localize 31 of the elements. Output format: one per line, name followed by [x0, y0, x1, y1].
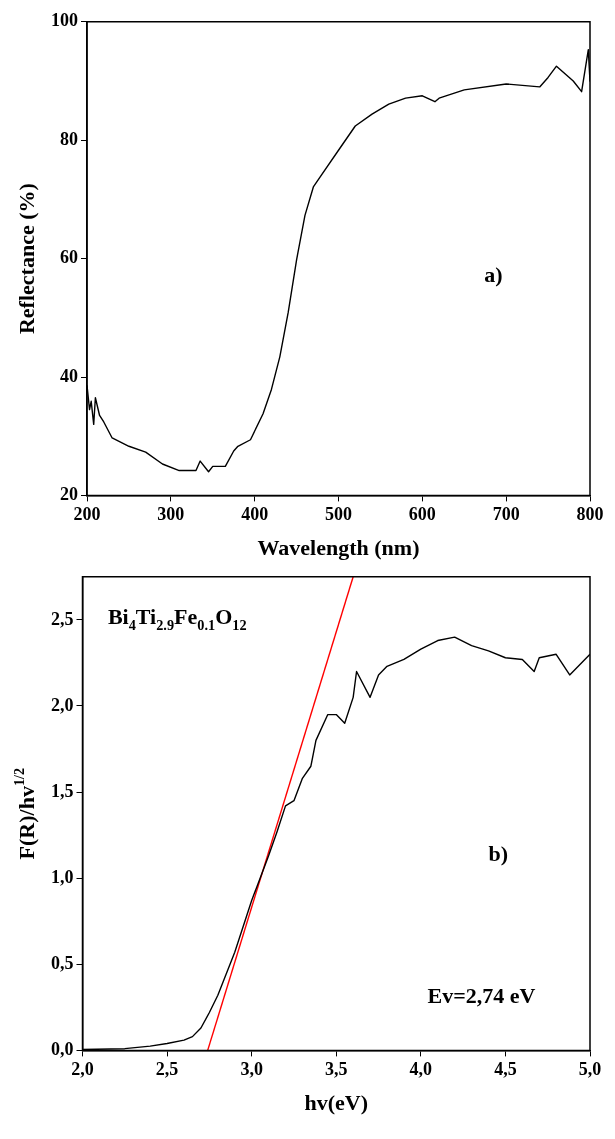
- y-axis-title: Reflectance (%): [14, 183, 39, 335]
- x-tick-label: 200: [73, 503, 101, 524]
- y-tick-label: 1,5: [51, 780, 74, 801]
- x-tick-label: 600: [408, 503, 436, 524]
- y-tick-label: 0,5: [51, 952, 74, 973]
- y-axis-title: F(R)/hv1/2: [11, 767, 39, 860]
- y-tick-label: 100: [51, 10, 78, 31]
- y-tick-label: 0,0: [51, 1039, 74, 1060]
- y-tick-label: 40: [60, 365, 78, 386]
- annotation: Ev=2,74 eV: [427, 983, 536, 1009]
- x-tick-label: 300: [157, 503, 185, 524]
- x-tick-label: 3,0: [240, 1058, 263, 1079]
- x-tick-label: 500: [325, 503, 352, 524]
- y-tick-label: 60: [60, 247, 78, 268]
- x-axis-title: hv(eV): [304, 1090, 369, 1115]
- annotation: a): [484, 262, 503, 288]
- x-tick-label: 4,0: [409, 1058, 433, 1079]
- x-tick-label: 700: [492, 503, 520, 524]
- y-tick-label: 80: [60, 128, 78, 149]
- x-tick-label: 400: [241, 503, 269, 524]
- x-tick-label: 2,5: [155, 1058, 179, 1079]
- y-tick-label: 2,5: [51, 608, 74, 629]
- x-tick-label: 5,0: [578, 1058, 602, 1079]
- y-tick-label: 20: [60, 484, 78, 505]
- x-axis-title: Wavelength (nm): [257, 535, 420, 560]
- y-tick-label: 2,0: [51, 694, 74, 715]
- y-tick-label: 1,0: [51, 866, 74, 887]
- annotation: b): [488, 840, 509, 866]
- x-tick-label: 4,5: [494, 1058, 517, 1079]
- x-tick-label: 800: [576, 503, 604, 524]
- x-tick-label: 3,5: [325, 1058, 348, 1079]
